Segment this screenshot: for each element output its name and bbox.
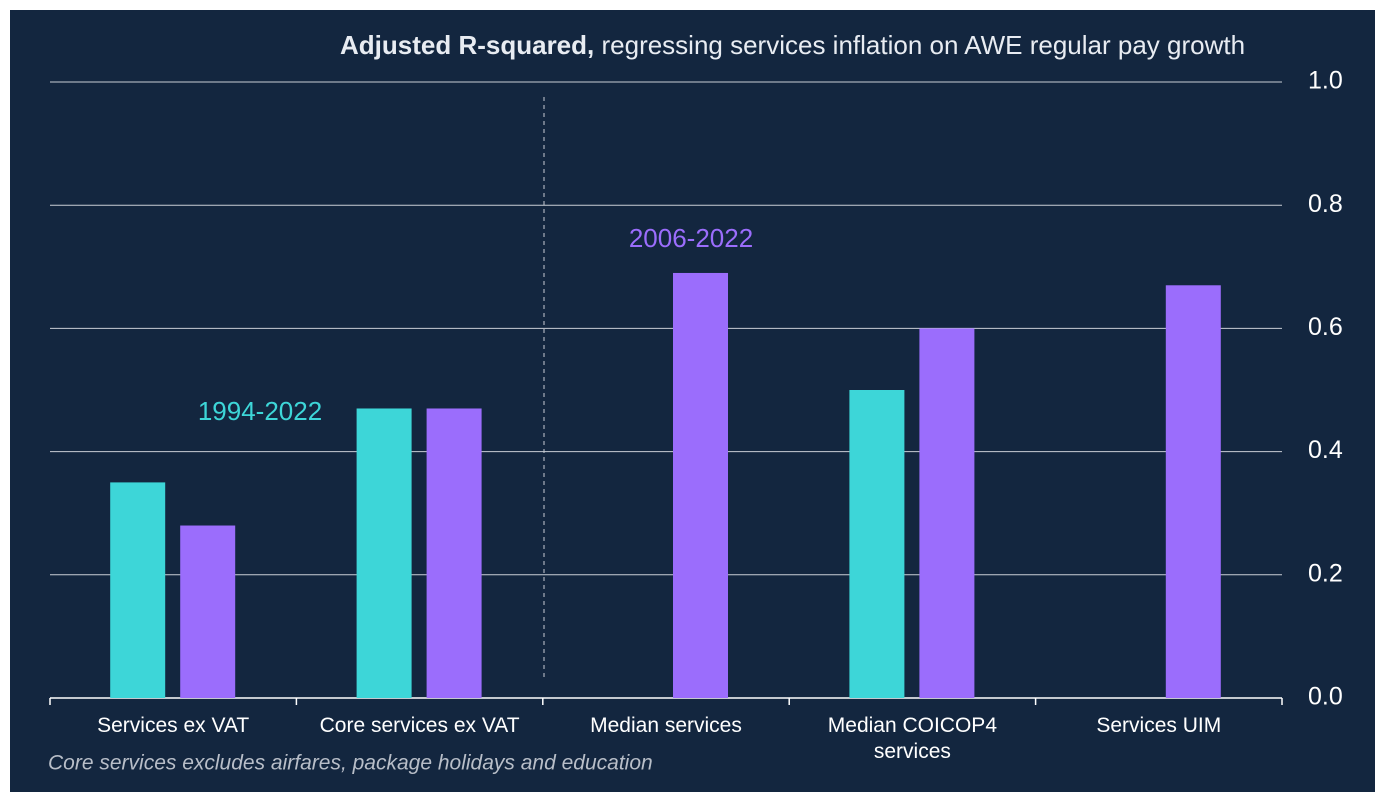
- bar: [849, 390, 905, 698]
- x-tick-label: Median COICOP4 services: [827, 714, 997, 763]
- bar: [180, 525, 236, 698]
- y-tick-label: 0.2: [1308, 559, 1343, 587]
- title-rest: regressing services inflation on AWE reg…: [601, 30, 1245, 60]
- period-label: 2006-2022: [629, 223, 753, 253]
- x-tick-label: Core services ex VAT: [319, 714, 520, 737]
- y-tick-label: 0.4: [1308, 436, 1343, 464]
- y-tick-label: 1.0: [1308, 67, 1343, 95]
- y-tick-label: 0.0: [1308, 683, 1343, 711]
- bar: [1165, 285, 1221, 698]
- period-label: 1994-2022: [198, 396, 322, 426]
- y-tick-label: 0.6: [1308, 313, 1343, 341]
- bar: [673, 272, 728, 698]
- x-tick-label: Services ex VAT: [97, 714, 250, 737]
- title-bold: Adjusted R-squared,: [340, 30, 594, 60]
- bar: [356, 408, 412, 698]
- x-tick-label: Median services: [590, 714, 742, 737]
- bar: [426, 408, 482, 698]
- bar: [919, 328, 975, 698]
- chart-title: Adjusted R-squared, regressing services …: [340, 30, 1245, 60]
- bar: [110, 482, 166, 698]
- footnote: Core services excludes airfares, package…: [48, 752, 653, 775]
- x-tick-label: Services UIM: [1096, 714, 1222, 737]
- y-tick-label: 0.8: [1308, 190, 1343, 218]
